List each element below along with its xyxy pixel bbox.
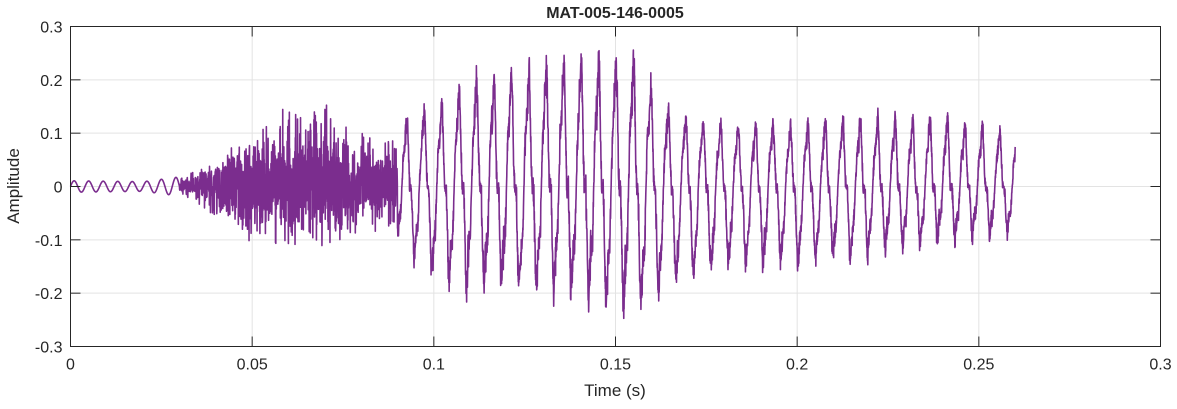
y-tick-label: -0.2 (35, 286, 63, 303)
y-tick-label: 0.1 (40, 126, 62, 143)
y-tick-label: -0.3 (35, 340, 63, 357)
x-tick-label: 0.15 (600, 357, 631, 374)
y-tick-label: 0 (54, 180, 63, 197)
x-axis-label: Time (s) (584, 381, 646, 400)
waveform-line (69, 49, 1016, 320)
x-tick-label: 0.25 (963, 357, 994, 374)
chart-title: MAT-005-146-0005 (546, 5, 684, 22)
y-tick-label: -0.1 (35, 233, 63, 250)
x-tick-label: 0.3 (1149, 357, 1171, 374)
x-tick-label: 0.2 (786, 357, 808, 374)
series-group (69, 49, 1016, 320)
y-axis-label: Amplitude (4, 148, 23, 224)
y-tick-label: 0.2 (40, 73, 62, 90)
x-tick-label: 0.05 (237, 357, 268, 374)
x-tick-label: 0.1 (423, 357, 445, 374)
y-tick-label: 0.3 (40, 20, 62, 37)
ticks: 0 0.05 0.1 0.15 0.2 0.25 0.3 -0.3 -0.2 -0.1 0 0.1 0.… (35, 20, 1172, 374)
x-tick-label: 0 (66, 357, 75, 374)
